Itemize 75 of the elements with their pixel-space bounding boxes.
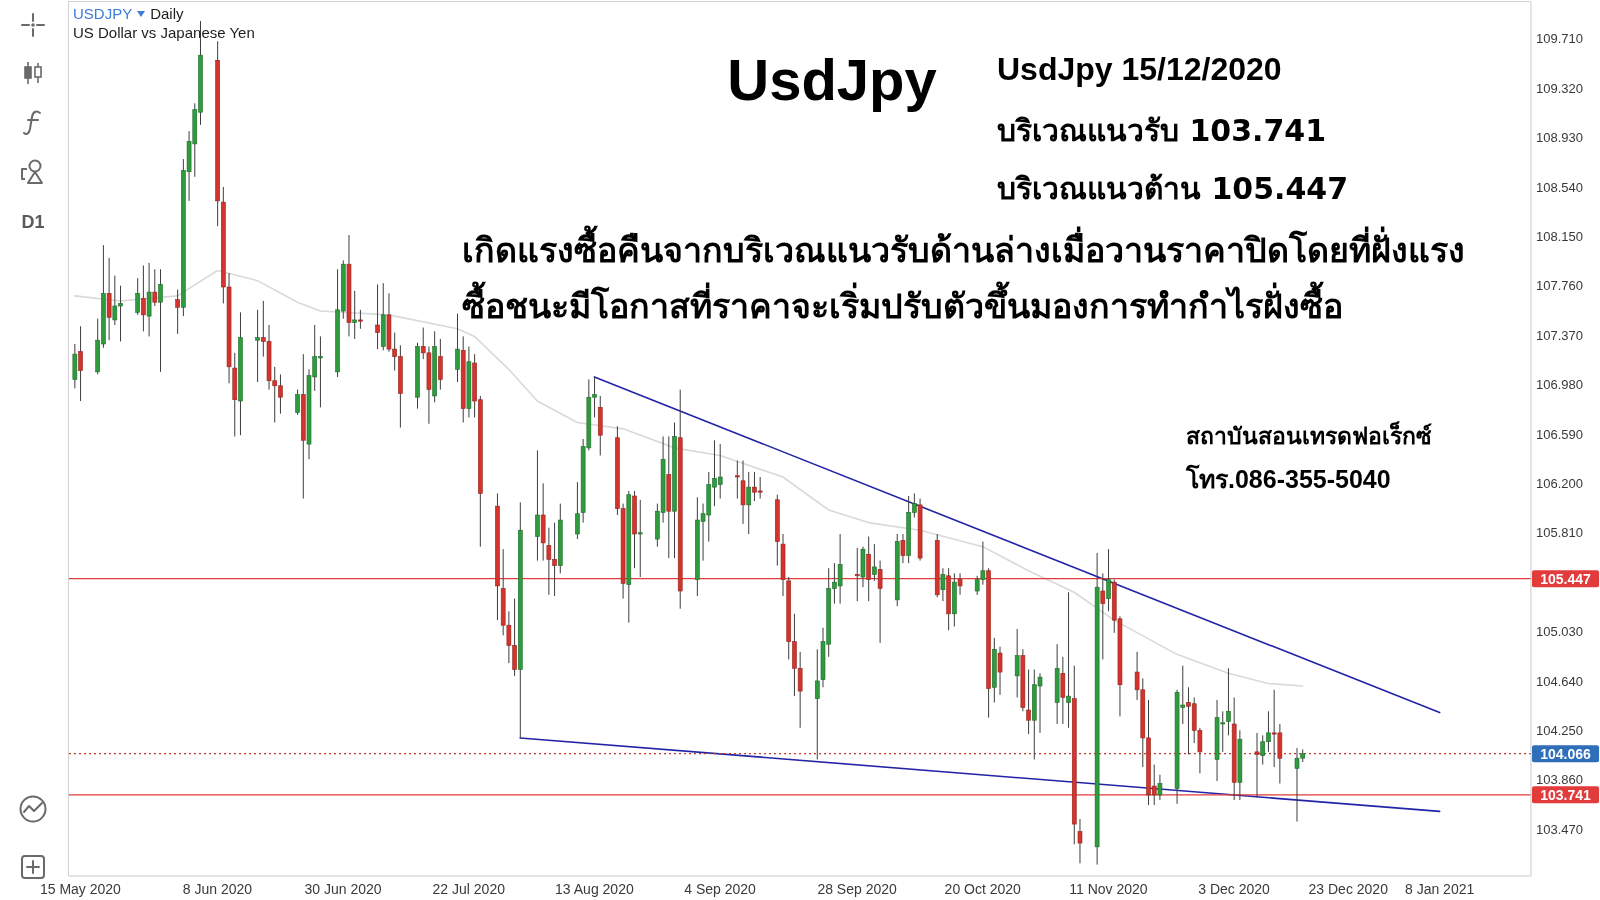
candlestick — [957, 572, 963, 596]
y-tick-label: 105.030 — [1536, 624, 1583, 640]
candlestick — [1254, 732, 1260, 798]
annotation: บริเวณแนวต้าน 105.447 — [997, 170, 1349, 206]
y-tick-label: 108.930 — [1536, 130, 1583, 146]
annotation: USDJPY — [73, 5, 133, 22]
x-tick-label: 4 Sep 2020 — [684, 880, 757, 897]
candlestick — [746, 471, 752, 535]
x-tick-label: 22 Jul 2020 — [432, 880, 506, 897]
x-tick-label: 30 Jun 2020 — [304, 880, 382, 897]
x-tick-label: 8 Jun 2020 — [182, 880, 253, 897]
y-tick-label: 109.710 — [1536, 31, 1583, 47]
y-tick-label: 106.590 — [1536, 426, 1583, 442]
candlestick — [535, 449, 540, 562]
candlestick — [1100, 572, 1106, 660]
y-tick-label: 104.250 — [1536, 722, 1583, 738]
candlestick — [575, 481, 580, 540]
candlestick — [1106, 548, 1111, 612]
y-tick-label: 104.640 — [1536, 673, 1583, 689]
ref-line-label: 105.447 — [1540, 570, 1592, 587]
candlestick — [1077, 818, 1083, 864]
x-tick-label: 20 Oct 2020 — [944, 880, 1022, 897]
candlestick — [900, 533, 906, 564]
x-tick-label: 23 Dec 2020 — [1308, 880, 1389, 897]
y-tick-label: 105.810 — [1536, 525, 1583, 541]
y-tick-label: 108.540 — [1536, 179, 1583, 195]
annotation: โทร.086-355-5040 — [1186, 465, 1391, 493]
candlestick — [78, 325, 83, 402]
annotation: สถาบันสอนเทรดฟอเร็กซ์ — [1186, 422, 1432, 449]
ref-line-label: 103.741 — [1540, 786, 1592, 803]
y-tick-label: 109.320 — [1536, 80, 1583, 96]
candlestick — [637, 499, 643, 578]
candlestick — [375, 283, 380, 350]
candlestick — [877, 560, 883, 644]
x-tick-label: 3 Dec 2020 — [1198, 880, 1271, 897]
annotation: บริเวณแนวรับ 103.741 — [997, 112, 1327, 148]
candlestick — [358, 309, 363, 330]
candlestick — [940, 567, 946, 602]
ref-line-label: 104.066 — [1540, 745, 1592, 762]
candlestick — [135, 277, 140, 316]
candlestick — [814, 648, 820, 760]
annotation: UsdJpy 15/12/2020 — [997, 50, 1282, 87]
text: D1 — [21, 212, 45, 232]
annotation: Daily — [150, 5, 184, 22]
candlestick — [438, 338, 443, 391]
y-tick-label: 108.150 — [1536, 228, 1583, 244]
candlestick — [1026, 669, 1031, 735]
candlestick — [175, 289, 180, 335]
text: UsdJpy — [727, 47, 937, 112]
candlestick — [255, 309, 260, 383]
candlestick — [854, 547, 860, 602]
x-tick-label: 13 Aug 2020 — [555, 880, 634, 897]
y-tick-label: 103.860 — [1536, 772, 1583, 788]
y-tick-label: 103.470 — [1536, 821, 1583, 837]
x-tick-label: 8 Jan 2021 — [1404, 880, 1475, 897]
candlestick — [872, 543, 877, 582]
candlestick — [735, 460, 740, 500]
candlestick — [1014, 628, 1020, 698]
x-tick-label: 11 Nov 2020 — [1069, 880, 1148, 897]
y-tick-label: 106.980 — [1536, 377, 1583, 393]
y-tick-label: 107.370 — [1536, 327, 1583, 343]
x-tick-label: 28 Sep 2020 — [817, 880, 898, 897]
candlestick — [141, 264, 146, 332]
candlestick — [158, 268, 163, 373]
candlestick — [295, 389, 300, 416]
candlestick — [455, 313, 460, 383]
y-tick-label: 107.760 — [1536, 278, 1583, 294]
candlestick — [1066, 591, 1071, 729]
x-tick-label: 15 May 2020 — [39, 880, 122, 897]
candlestick — [352, 290, 357, 340]
candlestick — [997, 646, 1003, 696]
candlestick — [152, 268, 158, 307]
candlestick — [1226, 667, 1231, 736]
y-tick-label: 106.200 — [1536, 475, 1583, 491]
candlestick — [1157, 774, 1163, 801]
